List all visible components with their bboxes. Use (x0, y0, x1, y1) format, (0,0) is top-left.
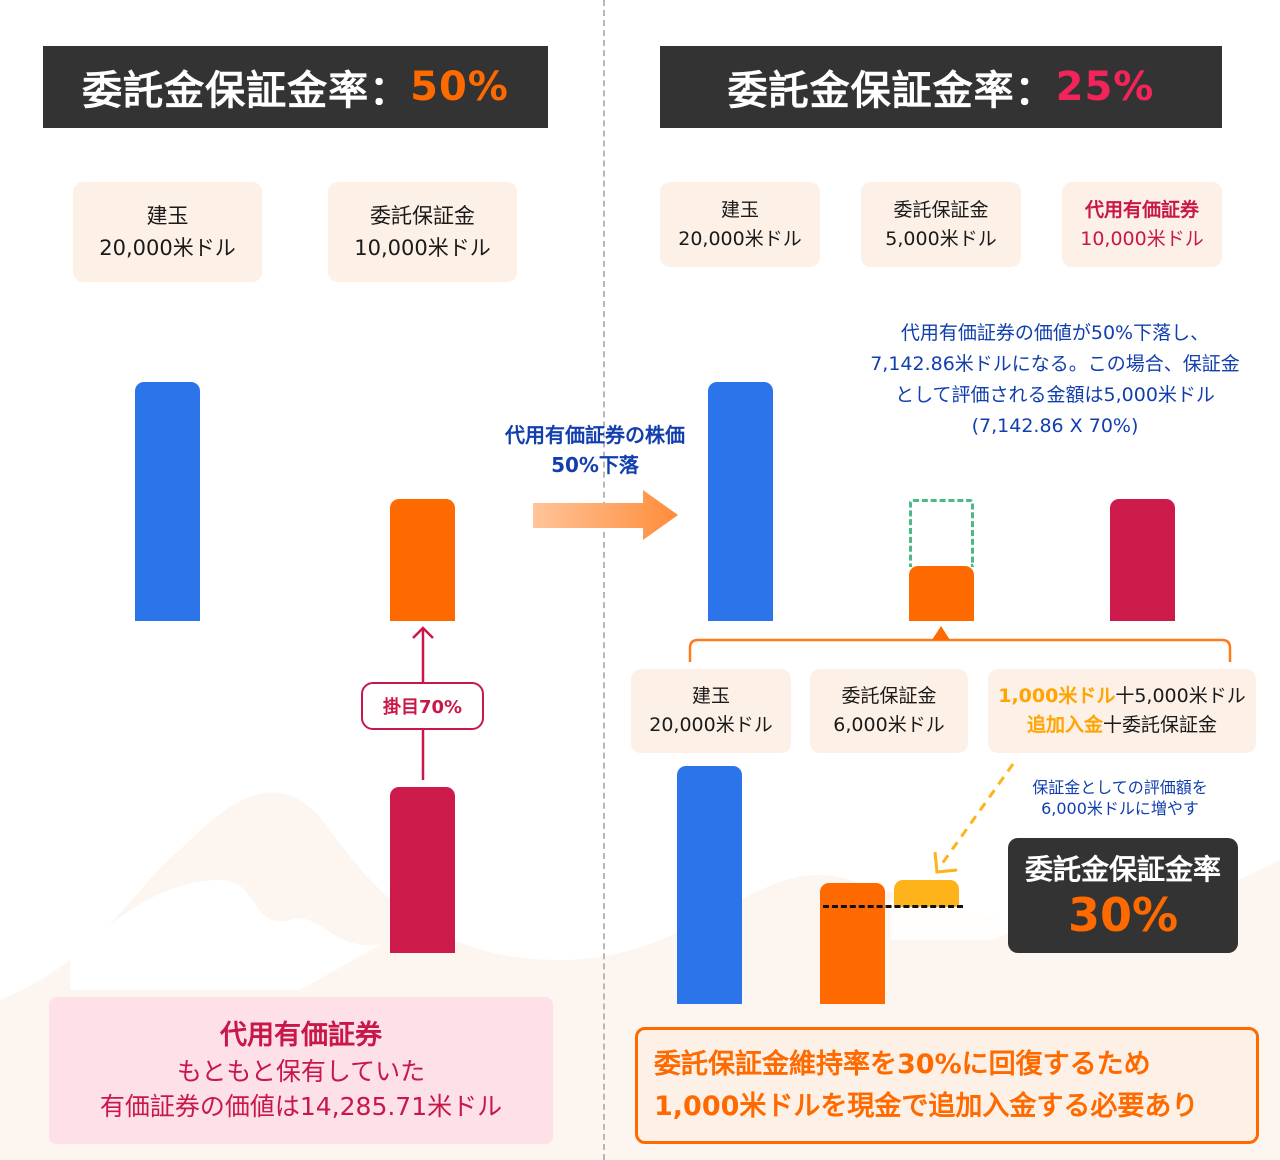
left-margin-box: 委託保証金 10,000米ドル (328, 182, 517, 282)
deposit-label-highlight: 追加入金 (1026, 714, 1103, 736)
conclusion-line: 委託保証金維持率を30%に回復するため (654, 1048, 1151, 1080)
box-amount: 20,000米ドル (99, 236, 236, 260)
left-securities-bar (390, 787, 455, 953)
right-title-label: 委託金保証金率： (727, 68, 1056, 114)
after-position-bar (677, 766, 742, 1004)
left-position-box: 建玉 20,000米ドル (73, 182, 262, 282)
section-divider (603, 0, 605, 1160)
note-line: 6,000米ドルに増やす (1041, 799, 1199, 818)
right-arrow-icon (533, 490, 678, 540)
box-label: 委託保証金 (893, 198, 989, 221)
left-ratio-title: 委託金保証金率： 50% (43, 46, 548, 128)
after-margin-bar (820, 883, 885, 1004)
note-line: 代用有価証券の価値が50%下落し、 (900, 322, 1210, 344)
box-amount: 10,000米ドル (354, 236, 491, 260)
left-securities-card: 代用有価証券 もともと保有していた 有価証券の価値は14,285.71米ドル (49, 997, 553, 1144)
note-line: (7,142.86 X 70%) (971, 415, 1139, 437)
after-position-box: 建玉 20,000米ドル (631, 669, 791, 753)
right-margin-box: 委託保証金 5,000米ドル (861, 182, 1021, 267)
card-line: 有価証券の価値は14,285.71米ドル (99, 1091, 503, 1121)
transition-line: 50%下落 (551, 453, 639, 477)
result-ratio-card: 委託金保証金率 30% (1008, 838, 1238, 953)
box-amount: 10,000米ドル (1080, 227, 1204, 250)
right-ratio-title: 委託金保証金率： 25% (660, 46, 1222, 128)
deposit-amount-rest: 十5,000米ドル (1115, 685, 1246, 707)
left-position-bar (135, 382, 200, 621)
box-amount: 20,000米ドル (649, 714, 773, 736)
additional-deposit-bar (894, 880, 959, 907)
box-label: 建玉 (691, 685, 730, 707)
left-margin-bar (390, 499, 455, 621)
right-securities-box: 代用有価証券 10,000米ドル (1062, 182, 1222, 267)
left-title-value: 50% (410, 64, 509, 110)
after-deposit-box: 1,000米ドル十5,000米ドル 追加入金十委託保証金 (988, 669, 1256, 753)
right-margin-bar (909, 566, 974, 621)
box-label: 委託保証金 (841, 685, 937, 707)
card-line: もともと保有していた (176, 1056, 426, 1086)
box-amount: 6,000米ドル (833, 714, 945, 736)
haircut-ratio-badge: 掛目70% (361, 682, 484, 730)
note-line: 7,142.86米ドルになる。この場合、保証金 (870, 353, 1240, 375)
deposit-label-rest: 十委託保証金 (1103, 714, 1218, 736)
additional-deposit-conclusion: 委託保証金維持率を30%に回復するため 1,000米ドルを現金で追加入金する必要… (635, 1027, 1259, 1144)
increase-margin-note: 保証金としての評価額を 6,000米ドルに増やす (1005, 777, 1235, 819)
right-securities-bar (1110, 499, 1175, 621)
conclusion-line: 1,000米ドルを現金で追加入金する必要あり (654, 1090, 1199, 1122)
securities-decline-note: 代用有価証券の価値が50%下落し、 7,142.86米ドルになる。この場合、保証… (830, 318, 1280, 442)
box-label: 建玉 (146, 204, 189, 228)
bracket-connector-icon (688, 626, 1232, 662)
note-line: 保証金としての評価額を (1032, 778, 1208, 797)
card-heading: 代用有価証券 (220, 1019, 382, 1051)
left-title-label: 委託金保証金率： (82, 68, 411, 114)
deposit-line-1: 1,000米ドル十5,000米ドル (998, 682, 1246, 711)
box-label: 建玉 (720, 198, 759, 221)
deposit-line-2: 追加入金十委託保証金 (1027, 711, 1217, 740)
box-label: 代用有価証券 (1084, 198, 1199, 221)
dashed-arrow-icon (933, 763, 1015, 874)
box-label: 委託保証金 (370, 204, 475, 228)
after-margin-box: 委託保証金 6,000米ドル (810, 669, 968, 753)
right-position-box: 建玉 20,000米ドル (660, 182, 820, 267)
right-position-bar (708, 382, 773, 621)
result-label: 委託金保証金率 (1024, 852, 1221, 886)
box-amount: 5,000米ドル (885, 227, 997, 250)
transition-note: 代用有価証券の株価 50%下落 (470, 420, 720, 480)
result-value: 30% (1067, 887, 1179, 942)
lost-margin-outline (909, 499, 974, 567)
deposit-amount-highlight: 1,000米ドル (998, 685, 1116, 707)
right-title-value: 25% (1055, 64, 1155, 110)
note-line: として評価される金額は5,000米ドル (895, 384, 1215, 406)
box-amount: 20,000米ドル (678, 227, 802, 250)
threshold-dashed-line (823, 905, 963, 908)
transition-line: 代用有価証券の株価 (505, 423, 685, 447)
